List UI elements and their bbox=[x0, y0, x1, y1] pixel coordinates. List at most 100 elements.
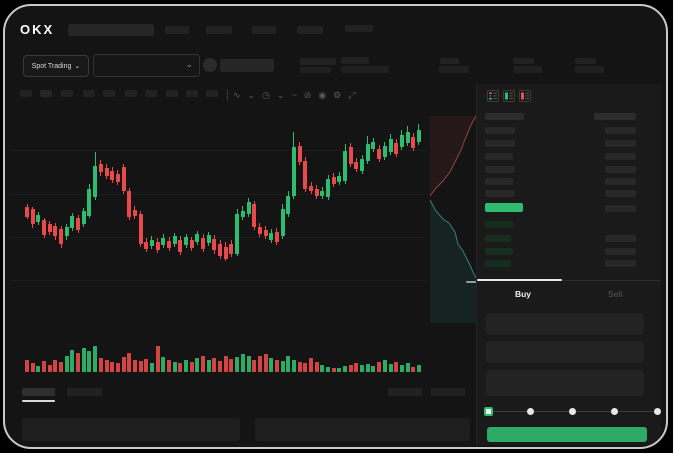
orderbook-row-skeleton bbox=[485, 260, 511, 267]
volume-bar bbox=[354, 363, 359, 372]
orderbook-row-skeleton bbox=[485, 235, 511, 242]
candle-body bbox=[127, 191, 132, 217]
chevron-down-icon[interactable]: ⌄ bbox=[247, 90, 256, 100]
interval-button-skeleton[interactable] bbox=[61, 90, 73, 97]
eraser-icon[interactable]: ⊘ bbox=[303, 90, 312, 100]
stat-skeleton bbox=[575, 66, 604, 73]
candle-body bbox=[76, 218, 81, 230]
candle-body bbox=[138, 214, 143, 244]
candle-body bbox=[274, 232, 279, 242]
nav-item-skeleton[interactable] bbox=[297, 26, 323, 34]
toolbar-divider bbox=[227, 89, 228, 101]
camera-icon[interactable]: ◉ bbox=[318, 90, 327, 100]
volume-bar bbox=[263, 354, 268, 372]
nav-item-skeleton[interactable] bbox=[165, 26, 189, 34]
orderbook-row-skeleton bbox=[605, 166, 636, 173]
chevron-down-icon[interactable]: ⌄ bbox=[276, 90, 285, 100]
indicator-icon[interactable]: ~ bbox=[291, 90, 297, 100]
volume-bar bbox=[132, 360, 137, 372]
orderbook-asks-view-icon[interactable] bbox=[519, 90, 531, 102]
interval-button-skeleton[interactable] bbox=[125, 90, 137, 97]
volume-bar bbox=[76, 353, 81, 372]
amount-input[interactable] bbox=[486, 341, 644, 363]
app-content: OKX Spot Trading ⌄ ⌄ bbox=[3, 4, 668, 449]
candle-body bbox=[416, 130, 421, 142]
orderbook-bids-view-icon[interactable] bbox=[503, 90, 515, 102]
volume-bar bbox=[377, 362, 382, 372]
orderbook-last-price-bar bbox=[485, 203, 523, 212]
volume-bar bbox=[64, 356, 69, 372]
bottom-action-skeleton[interactable] bbox=[388, 388, 422, 396]
slider-mark[interactable] bbox=[653, 408, 661, 415]
slider-mark[interactable] bbox=[526, 408, 534, 415]
fullscreen-icon[interactable]: ⤢ bbox=[348, 90, 356, 100]
candle-body bbox=[155, 242, 160, 250]
interval-button-skeleton[interactable] bbox=[186, 90, 198, 97]
current-price-marker bbox=[466, 281, 480, 283]
nav-item-skeleton[interactable] bbox=[206, 26, 232, 34]
volume-bar bbox=[144, 359, 149, 372]
orderbook-row-skeleton bbox=[485, 248, 513, 255]
chevron-down-icon: ⌄ bbox=[74, 63, 81, 70]
candle-body bbox=[291, 147, 296, 196]
volume-bar bbox=[36, 366, 41, 372]
candle-body bbox=[382, 146, 387, 157]
candle-body bbox=[280, 209, 285, 236]
tab-buy[interactable]: Buy bbox=[514, 289, 532, 299]
price-input[interactable] bbox=[486, 313, 644, 335]
chart-type-icon[interactable]: ∿ bbox=[233, 90, 241, 100]
interval-button-skeleton[interactable] bbox=[145, 90, 157, 97]
interval-button-skeleton[interactable] bbox=[166, 90, 178, 97]
timer-icon[interactable]: ◷ bbox=[262, 90, 270, 100]
candle-body bbox=[309, 186, 313, 191]
candlestick-chart[interactable] bbox=[10, 108, 470, 334]
interval-button-skeleton[interactable] bbox=[40, 90, 52, 97]
slider-mark[interactable] bbox=[569, 408, 576, 415]
trading-mode-selector[interactable]: Spot Trading ⌄ bbox=[23, 55, 89, 77]
volume-bar bbox=[348, 365, 353, 372]
interval-button-skeleton[interactable] bbox=[83, 90, 95, 97]
orderbook-row-skeleton bbox=[605, 127, 636, 134]
volume-bar bbox=[184, 360, 189, 372]
candle-body bbox=[30, 209, 35, 224]
volume-bar bbox=[252, 360, 257, 372]
okx-logo[interactable]: OKX bbox=[20, 22, 55, 37]
bottom-tab-order-history[interactable] bbox=[67, 388, 102, 396]
interval-button-skeleton[interactable] bbox=[103, 90, 115, 97]
candle-body bbox=[115, 174, 120, 182]
candle-body bbox=[206, 235, 211, 243]
slider-handle[interactable] bbox=[483, 407, 493, 416]
slider-mark[interactable] bbox=[611, 408, 619, 415]
volume-bar bbox=[172, 362, 177, 372]
tab-sell[interactable]: Sell bbox=[607, 289, 623, 299]
buy-button[interactable] bbox=[487, 427, 647, 442]
total-input[interactable] bbox=[486, 370, 644, 396]
nav-item-skeleton[interactable] bbox=[252, 26, 276, 34]
pair-avatar[interactable] bbox=[203, 58, 217, 72]
volume-pane[interactable] bbox=[10, 334, 470, 374]
pair-dropdown[interactable]: ⌄ bbox=[93, 54, 200, 77]
depth-chart[interactable] bbox=[424, 108, 480, 326]
candle-body bbox=[286, 196, 291, 214]
volume-bar bbox=[229, 359, 234, 372]
candle-body bbox=[257, 227, 262, 234]
volume-bar bbox=[189, 362, 194, 372]
volume-bar bbox=[212, 358, 217, 372]
candle-body bbox=[394, 143, 399, 154]
bottom-action-skeleton[interactable] bbox=[431, 388, 465, 396]
candle-body bbox=[178, 240, 183, 252]
search-bar-skeleton[interactable] bbox=[68, 24, 154, 36]
settings-gear-icon[interactable]: ⚙ bbox=[333, 90, 342, 100]
candle-body bbox=[144, 242, 149, 249]
volume-bar bbox=[30, 363, 35, 372]
bottom-tab-open-orders[interactable] bbox=[22, 388, 55, 396]
candle-body bbox=[246, 202, 251, 214]
chart-tool-icons: ∿ ⌄ ◷ ⌄ ~ ⊘ ◉ ⚙ ⤢ bbox=[233, 88, 355, 102]
interval-button-skeleton[interactable] bbox=[20, 90, 32, 97]
volume-bar bbox=[178, 363, 183, 372]
orderbook-row-skeleton bbox=[605, 248, 636, 255]
nav-item-skeleton[interactable] bbox=[345, 25, 373, 32]
orderbook-split-view-icon[interactable] bbox=[487, 90, 499, 102]
interval-button-skeleton[interactable] bbox=[206, 90, 218, 97]
gridline bbox=[10, 194, 426, 195]
